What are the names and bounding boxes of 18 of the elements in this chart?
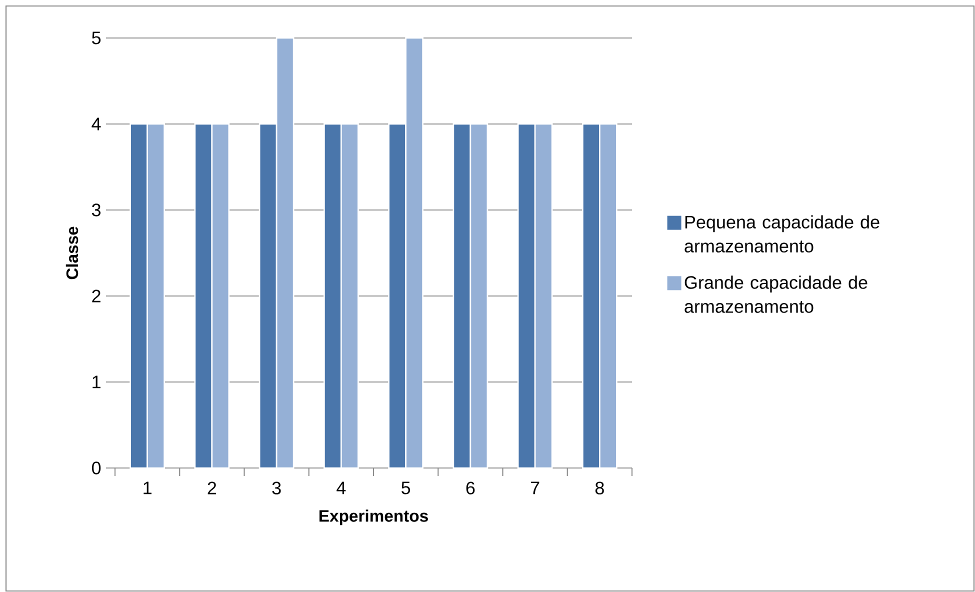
x-tick-label: 2 bbox=[208, 482, 216, 494]
y-tick-label: 1 bbox=[92, 376, 100, 388]
x-tick-label: 7 bbox=[530, 482, 540, 494]
x-tick-label: 6 bbox=[466, 482, 475, 494]
x-tick-label: 5 bbox=[402, 482, 410, 494]
y-tick-label: 5 bbox=[92, 32, 101, 44]
y-tick-label: 0 bbox=[92, 462, 101, 474]
legend-label: Pequena capacidade de armazenamento bbox=[684, 215, 880, 252]
y-tick-label: 3 bbox=[92, 204, 101, 216]
x-tick-label: 8 bbox=[595, 482, 604, 494]
x-tick-label: 4 bbox=[336, 482, 346, 494]
x-tick-label: 3 bbox=[272, 482, 281, 494]
y-tick-label: 2 bbox=[92, 290, 100, 302]
x-axis-title: Experimentos bbox=[320, 510, 428, 526]
y-axis-title: Classe bbox=[66, 226, 78, 280]
y-tick-label: 4 bbox=[92, 118, 101, 130]
legend-label: Grande capacidade de armazenamento bbox=[684, 276, 868, 313]
x-tick-label: 1 bbox=[144, 482, 152, 494]
